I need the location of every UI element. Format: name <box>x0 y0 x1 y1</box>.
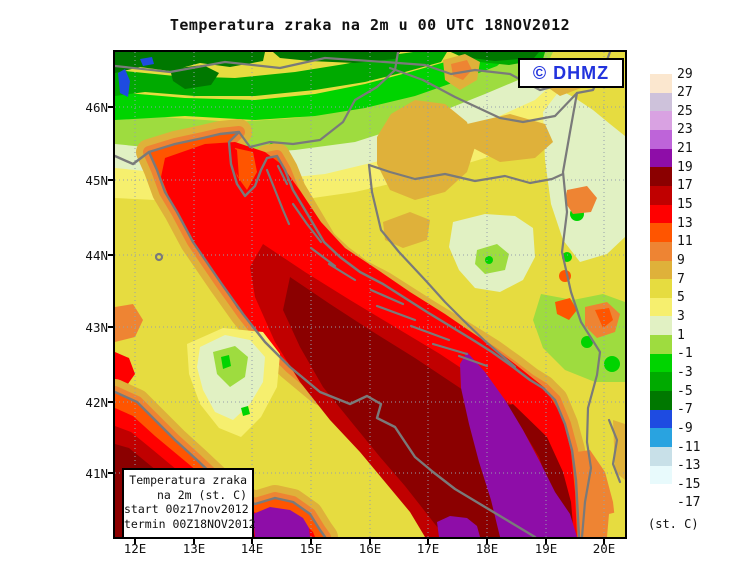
legend-swatch <box>650 92 672 112</box>
legend-swatch <box>650 316 672 336</box>
legend-swatch <box>650 111 672 130</box>
legend-swatch <box>650 279 672 298</box>
x-axis-label: 20E <box>592 541 616 556</box>
x-axis-tick <box>545 539 547 544</box>
x-axis-tick <box>486 539 488 544</box>
legend-tick-label: -1 <box>677 346 693 362</box>
legend-swatch <box>650 465 672 485</box>
x-axis-label: 13E <box>182 541 206 556</box>
legend-swatch <box>650 484 672 503</box>
legend-tick-label: -3 <box>677 364 693 380</box>
legend-tick-label: -17 <box>677 495 701 511</box>
legend-swatch <box>650 129 672 149</box>
y-axis-tick <box>108 472 113 474</box>
legend-swatch <box>650 353 672 373</box>
y-axis-tick <box>108 401 113 403</box>
info-line: Temperatura zraka <box>129 473 247 487</box>
map-svg <box>115 52 625 537</box>
legend-tick-label: -5 <box>677 383 693 399</box>
x-axis-tick <box>369 539 371 544</box>
legend-swatch <box>650 391 672 410</box>
legend-tick-label: 13 <box>677 215 693 231</box>
y-axis-tick <box>108 254 113 256</box>
legend-swatch <box>650 148 672 168</box>
legend-swatch <box>650 204 672 224</box>
legend-tick-label: 5 <box>677 290 685 306</box>
y-axis-label: 45N <box>85 173 108 188</box>
legend-swatch <box>650 260 672 280</box>
y-axis-label: 42N <box>85 395 108 410</box>
adriatic-sea <box>136 119 592 537</box>
y-axis-tick <box>108 326 113 328</box>
x-axis-tick <box>251 539 253 544</box>
x-axis-label: 17E <box>416 541 440 556</box>
legend-swatch <box>650 223 672 242</box>
legend-swatch <box>650 297 672 317</box>
cold-lake-spot <box>140 57 154 66</box>
legend-tick-label: -9 <box>677 420 693 436</box>
copyright-badge: © DHMZ <box>518 58 624 88</box>
x-axis-tick <box>134 539 136 544</box>
y-axis-tick <box>108 179 113 181</box>
copyright-label: © DHMZ <box>532 62 610 83</box>
legend-swatch <box>650 74 672 93</box>
x-axis-tick <box>603 539 605 544</box>
color-legend: 29 27 25 23 21 19 17 15 13 11 9 7 5 3 1 -1 -3 -5 -7 -9 -11 -1… <box>650 67 710 514</box>
legend-tick-label: 25 <box>677 103 693 119</box>
x-axis-label: 15E <box>299 541 323 556</box>
y-axis-label: 46N <box>85 100 108 115</box>
legend-tick-label: -11 <box>677 439 701 455</box>
se-coastal-land <box>577 420 625 537</box>
legend-swatch <box>650 428 672 448</box>
legend-tick-label: 17 <box>677 178 693 194</box>
legend-swatch <box>650 409 672 429</box>
legend-tick-label: 7 <box>677 271 685 287</box>
x-axis-label: 19E <box>534 541 558 556</box>
legend-tick-label: -15 <box>677 476 701 492</box>
y-axis-label: 44N <box>85 248 108 263</box>
legend-tick-label: 23 <box>677 122 693 138</box>
legend-unit-label: (st. C) <box>648 517 699 531</box>
warm-core-purple-band <box>460 352 577 537</box>
info-box: Temperatura zraka na 2m (st. C) start 00… <box>122 468 256 539</box>
info-line: na 2m (st. C) <box>156 487 247 502</box>
x-axis-label: 14E <box>240 541 264 556</box>
x-axis-label: 16E <box>358 541 382 556</box>
legend-swatch <box>650 241 672 261</box>
warm-spot-purple <box>437 516 480 537</box>
legend-tick-label: 9 <box>677 253 685 269</box>
legend-swatch <box>650 185 672 205</box>
legend-tick-label: 19 <box>677 159 693 175</box>
warm-spot-purple <box>253 507 310 537</box>
islands <box>154 164 489 368</box>
map-area <box>113 50 627 539</box>
legend-tick-label: -13 <box>677 458 701 474</box>
legend-tick-label: 21 <box>677 141 693 157</box>
legend-tick-label: 27 <box>677 85 693 101</box>
apennine-cool-patches <box>187 328 280 437</box>
y-axis-tick <box>108 106 113 108</box>
legend-tick-label: -7 <box>677 402 693 418</box>
x-axis-label: 18E <box>475 541 499 556</box>
legend-swatch <box>650 167 672 186</box>
legend-tick-label: 11 <box>677 234 693 250</box>
x-axis-label: 12E <box>123 541 147 556</box>
info-line: start 00z17nov2012 <box>124 502 249 516</box>
legend-tick-label: 29 <box>677 66 693 82</box>
page-title: Temperatura zraka na 2m u 00 UTC 18NOV20… <box>169 16 571 34</box>
legend-swatch <box>650 447 672 466</box>
y-axis-label: 43N <box>85 320 108 335</box>
legend-swatch <box>650 335 672 354</box>
legend-tick-label: 1 <box>677 327 685 343</box>
cold-lake-spot <box>118 69 130 97</box>
info-line: termin 00Z18NOV2012 <box>124 516 256 531</box>
legend-swatch <box>650 372 672 392</box>
legend-tick-label: 15 <box>677 197 693 213</box>
x-axis-tick <box>193 539 195 544</box>
y-axis-label: 41N <box>85 466 108 481</box>
x-axis-tick <box>310 539 312 544</box>
legend-tick-label: 3 <box>677 308 685 324</box>
x-axis-tick <box>427 539 429 544</box>
